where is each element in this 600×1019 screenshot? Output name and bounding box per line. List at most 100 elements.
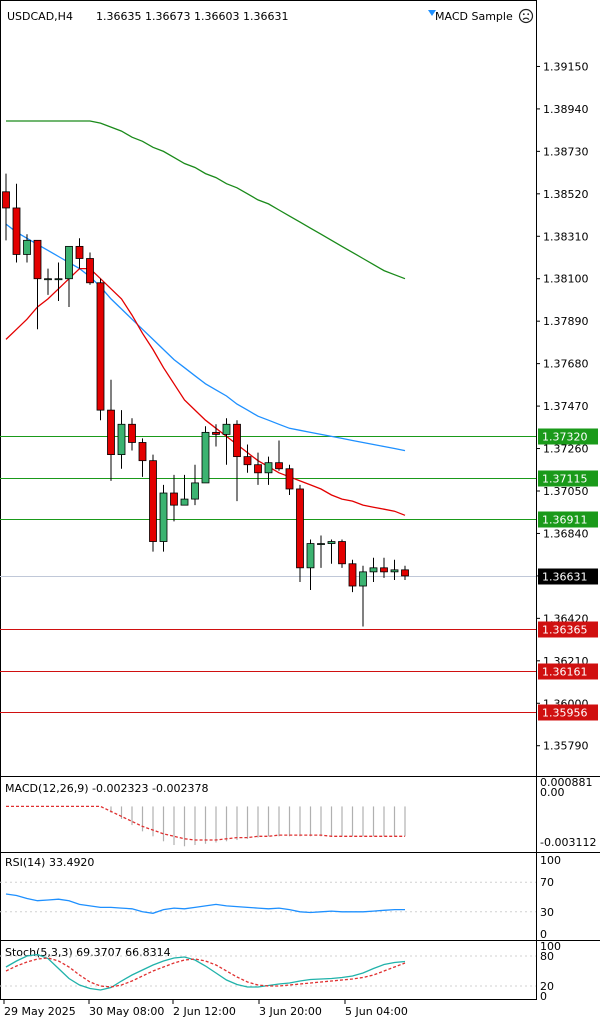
candle-body xyxy=(390,569,399,573)
candle-body xyxy=(380,567,388,573)
candle-body xyxy=(149,460,157,542)
candle-body xyxy=(96,282,105,411)
current-price-label: 1.36631 xyxy=(542,571,588,584)
stoch-signal-line xyxy=(5,957,406,988)
expert-name[interactable]: MACD Sample xyxy=(435,10,513,23)
candle-body xyxy=(327,541,336,544)
candle-body xyxy=(33,239,42,280)
price-tick-label: 1.37260 xyxy=(543,443,589,456)
candle-body xyxy=(107,409,115,456)
candle-body xyxy=(359,571,367,587)
support-level-tag xyxy=(538,704,598,721)
rsi-panel: RSI(14) 33.4920 100 70 30 0 xyxy=(0,854,561,941)
rsi-tick-label: 100 xyxy=(540,854,561,867)
current-price-tag xyxy=(538,568,598,585)
rsi-title: RSI(14) 33.4920 xyxy=(5,856,94,869)
candle-body xyxy=(86,258,94,284)
candle-body xyxy=(233,423,241,458)
candle-body xyxy=(191,482,199,500)
candle-body xyxy=(201,431,210,484)
resistance-level-tag xyxy=(538,470,598,487)
plot-border xyxy=(0,0,537,1000)
time-tick-label: 5 Jun 04:00 xyxy=(345,1005,408,1018)
support-level-label: 1.36161 xyxy=(542,666,588,679)
candle-body xyxy=(317,543,325,545)
candle-body xyxy=(369,567,378,573)
macd-title: MACD(12,26,9) -0.002323 -0.002378 xyxy=(5,782,208,795)
candle-body xyxy=(128,423,136,443)
resistance-level-label: 1.37115 xyxy=(542,473,588,486)
time-tick-label: 29 May 2025 xyxy=(4,1005,76,1018)
price-tick-label: 1.38310 xyxy=(543,230,589,243)
time-tick-label: 3 Jun 20:00 xyxy=(259,1005,322,1018)
macd-tick-label: 0.000881 xyxy=(540,776,593,789)
price-tick-label: 1.38940 xyxy=(543,103,589,116)
candle-body xyxy=(180,498,189,506)
rsi-tick-label: 70 xyxy=(540,876,554,889)
candle-body xyxy=(254,464,262,474)
candle-body xyxy=(348,563,357,587)
price-tick-label: 1.36840 xyxy=(543,527,589,540)
macd-signal-line xyxy=(6,805,405,841)
candle-body xyxy=(401,569,409,577)
candle-body xyxy=(212,431,220,435)
candle-body xyxy=(23,239,31,255)
macd-panel: MACD(12,26,9) -0.002323 -0.002378 0.00088… xyxy=(5,776,596,849)
price-tick-label: 1.37050 xyxy=(543,485,589,498)
candle-body xyxy=(117,423,126,456)
macd-tick-label: 0.00 xyxy=(540,786,565,799)
candle-body xyxy=(243,456,252,466)
resistance-level-tag xyxy=(538,428,598,445)
price-tick-label: 1.37890 xyxy=(543,315,589,328)
candle-body xyxy=(54,278,63,281)
price-tick-label: 1.38520 xyxy=(543,188,589,201)
price-tick-label: 1.38730 xyxy=(543,145,589,158)
price-tick-label: 1.35790 xyxy=(543,740,589,753)
time-axis: 29 May 2025 30 May 08:00 2 Jun 12:00 3 Jun … xyxy=(3,1000,408,1018)
candle-body xyxy=(296,488,304,569)
candle-body xyxy=(75,245,84,259)
resistance-level-label: 1.37320 xyxy=(542,431,588,444)
candle-body xyxy=(44,278,52,281)
symbol-title: USDCAD,H4 xyxy=(7,10,73,23)
candle-body xyxy=(12,207,21,255)
price-tick-label: 1.37680 xyxy=(543,358,589,371)
candle-body xyxy=(306,543,315,569)
candle-body xyxy=(170,492,178,506)
time-tick-label: 30 May 08:00 xyxy=(89,1005,164,1018)
sad-face-icon[interactable] xyxy=(518,8,534,24)
candle-body xyxy=(159,492,168,542)
rsi-tick-label: 0 xyxy=(540,928,547,941)
candle-body xyxy=(285,468,294,490)
stoch-title: Stoch(5,3,3) 69.3707 66.8314 xyxy=(5,946,171,959)
resistance-level-label: 1.36911 xyxy=(542,514,588,527)
rsi-line xyxy=(5,893,405,914)
candle-body xyxy=(138,442,147,462)
candle-body xyxy=(338,541,346,565)
stoch-tick-label: 100 xyxy=(540,940,561,953)
candle-body xyxy=(2,191,10,209)
rsi-tick-label: 30 xyxy=(540,906,554,919)
support-level-label: 1.36365 xyxy=(542,624,588,637)
candle-body xyxy=(222,423,231,435)
price-panel: 1.39150 1.38940 1.38730 1.38520 1.38310 1.381… xyxy=(0,60,598,753)
macd-tick-label: -0.003112 xyxy=(540,836,596,849)
support-level-tag xyxy=(538,621,598,638)
support-level-tag xyxy=(538,663,598,680)
price-tick-label: 1.39150 xyxy=(543,60,589,73)
ohlc-values: 1.36635 1.36673 1.36603 1.36631 xyxy=(96,10,289,23)
stoch-tick-label: 80 xyxy=(540,950,554,963)
support-level-label: 1.35956 xyxy=(542,707,588,720)
price-tick-label: 1.37470 xyxy=(543,400,589,413)
resistance-level-tag xyxy=(538,511,598,528)
candle-body xyxy=(275,462,283,470)
ma-slow-line xyxy=(6,120,406,280)
time-tick-label: 2 Jun 12:00 xyxy=(173,1005,236,1018)
candle-body xyxy=(264,462,273,474)
stoch-tick-label: 20 xyxy=(540,980,554,993)
triangle-down-icon xyxy=(428,10,436,16)
stoch-main-line xyxy=(5,953,406,991)
candle-body xyxy=(65,245,73,280)
stoch-tick-label: 0 xyxy=(540,990,547,1003)
